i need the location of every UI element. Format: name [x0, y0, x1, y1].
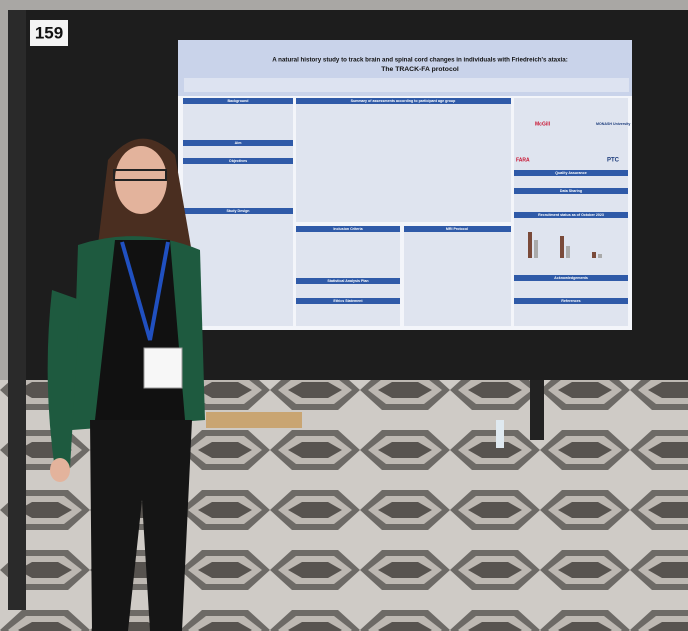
section-heading: Data Sharing	[560, 189, 582, 193]
author-block	[184, 78, 629, 92]
recruitment-chart	[528, 232, 602, 258]
person	[47, 138, 205, 631]
poster-title: A natural history study to track brain a…	[272, 57, 568, 64]
box	[206, 412, 302, 428]
poster-subtitle: The TRACK-FA protocol	[381, 66, 459, 73]
board-frame	[8, 10, 26, 610]
logo: PTC	[607, 158, 620, 164]
section-heading: Ethics Statement	[333, 299, 363, 303]
section-heading: Summary of assessments according to part…	[351, 99, 456, 103]
section-heading: Objectives	[229, 159, 247, 163]
section-heading: References	[561, 299, 580, 303]
logo: FARA	[516, 157, 530, 163]
booth-sign	[30, 20, 68, 46]
section-heading: MRI Protocol	[446, 227, 468, 231]
logo: MONASH University	[596, 122, 630, 126]
section-heading: Aim	[235, 141, 242, 145]
board-leg	[530, 380, 544, 440]
section-heading: Statistical Analysis Plan	[327, 279, 368, 283]
water-bottle	[496, 420, 504, 448]
section-bars	[183, 98, 628, 304]
logo: McGill	[535, 121, 551, 127]
booth-number: 159	[35, 23, 63, 42]
section-heading: Quality Assurance	[555, 171, 586, 175]
section-heading: Study Design	[227, 209, 250, 213]
section-heading: Inclusion Criteria	[333, 227, 363, 231]
section-heading: Recruitment status as of October 2023	[538, 213, 604, 217]
section-heading: Acknowledgements	[554, 276, 588, 280]
section-heading: Background	[228, 99, 249, 103]
